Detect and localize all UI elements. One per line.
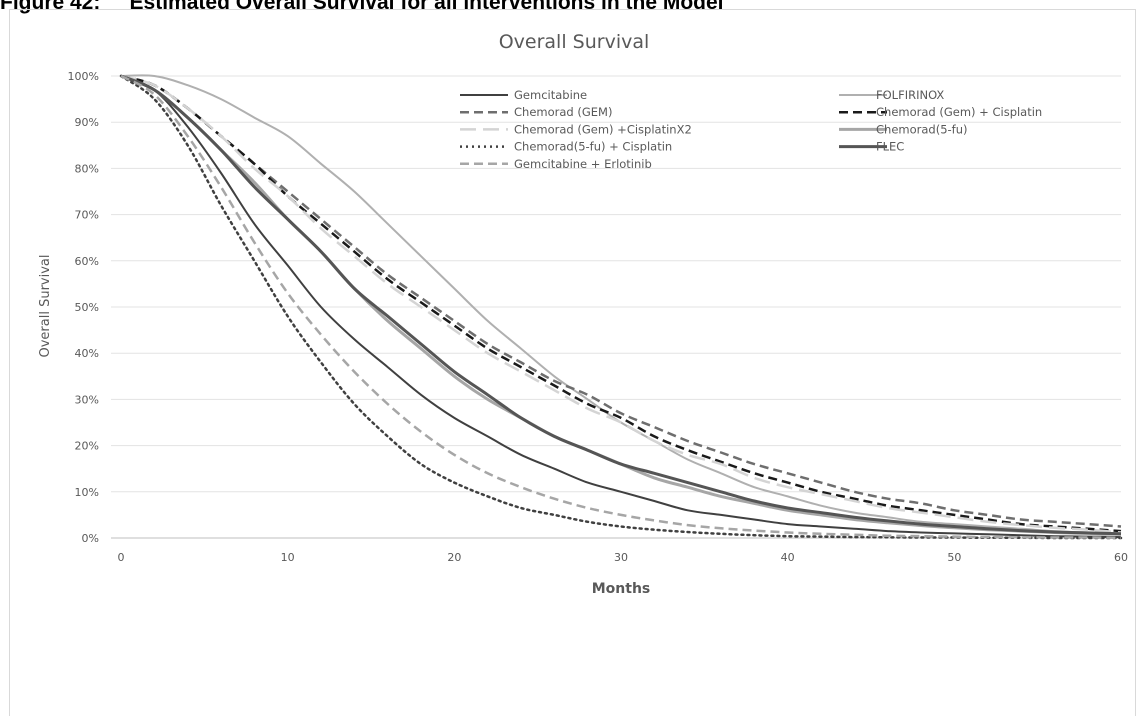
legend-label: Chemorad (Gem) + Cisplatin (876, 105, 1042, 119)
chart-title: Overall Survival (499, 31, 650, 53)
legend-item: Gemcitabine + Erlotinib (460, 157, 652, 171)
y-tick-label: 50% (75, 301, 99, 314)
y-tick-label: 90% (75, 116, 99, 129)
legend-item: Chemorad (GEM) (460, 105, 612, 119)
legend-item: Chemorad (Gem) +CisplatinX2 (460, 122, 692, 136)
y-tick-label: 70% (75, 209, 99, 222)
legend-item: FLEC (839, 140, 904, 154)
y-axis-label: Overall Survival (38, 254, 53, 357)
series-line-gemcitabine (120, 75, 1122, 539)
legend-label: FLEC (876, 140, 904, 154)
y-tick-label: 10% (75, 486, 99, 499)
y-tick-label: 40% (75, 347, 99, 360)
legend-label: Chemorad(5-fu) (876, 122, 967, 136)
series-line-flec (120, 74, 1122, 536)
legend-item: Chemorad(5-fu) (839, 122, 967, 136)
legend-label: Gemcitabine (514, 88, 587, 102)
legend-label: Chemorad(5-fu) + Cisplatin (514, 140, 672, 154)
figure-heading: Figure 42: Estimated Overall Survival fo… (0, 0, 724, 14)
y-tick-label: 100% (68, 70, 99, 83)
y-axis-ticks: 0% 10% 20% 30% 40% 50% 60% 70% 80% 90% 100% (68, 70, 99, 545)
legend-item: Chemorad(5-fu) + Cisplatin (460, 140, 672, 154)
legend-item: FOLFIRINOX (839, 88, 944, 102)
legend-label: Chemorad (Gem) +CisplatinX2 (514, 122, 692, 136)
legend-label: Chemorad (GEM) (514, 105, 612, 119)
y-tick-label: 20% (75, 440, 99, 453)
series-line-gemcitabine-erlotinib (120, 74, 1122, 540)
series-line-chemorad-gem (120, 74, 1122, 528)
x-tick-label: 10 (281, 551, 295, 564)
legend-label: Gemcitabine + Erlotinib (514, 157, 652, 171)
x-tick-label: 0 (118, 551, 125, 564)
series-line-chemorad-gem-cisplatinx2 (120, 74, 1122, 534)
chart-frame (9, 9, 1136, 716)
x-tick-label: 40 (781, 551, 795, 564)
x-tick-label: 60 (1114, 551, 1128, 564)
legend-item: Gemcitabine (460, 88, 587, 102)
legend-item: Chemorad (Gem) + Cisplatin (839, 105, 1042, 119)
legend-label: FOLFIRINOX (876, 88, 944, 102)
y-tick-label: 0% (82, 532, 99, 545)
y-tick-label: 80% (75, 162, 99, 175)
series-line-chemorad-gem-cisplatin (120, 74, 1122, 533)
series-lines (119, 74, 1123, 540)
y-tick-label: 30% (75, 393, 99, 406)
x-axis-label: Months (592, 581, 651, 597)
x-tick-label: 30 (614, 551, 628, 564)
legend: Gemcitabine FOLFIRINOX Chemorad (GEM) Chemo… (460, 88, 1042, 171)
x-tick-label: 20 (447, 551, 461, 564)
y-tick-label: 60% (75, 255, 99, 268)
x-axis-ticks: 0 10 20 30 40 50 60 (118, 551, 1129, 564)
x-tick-label: 50 (947, 551, 961, 564)
